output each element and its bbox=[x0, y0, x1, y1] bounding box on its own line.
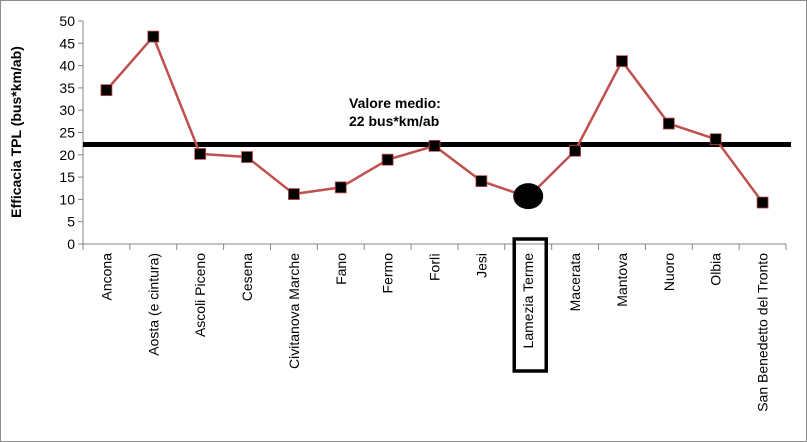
data-point bbox=[428, 139, 441, 152]
x-tick-label: Fano bbox=[333, 253, 349, 285]
y-tick-label: 20 bbox=[59, 147, 75, 163]
x-tick-label: Olbia bbox=[708, 253, 724, 286]
y-tick-label: 35 bbox=[59, 80, 75, 96]
mean-line-group: Valore medio: 22 bus*km/ab bbox=[83, 95, 791, 148]
highlight-group bbox=[512, 237, 548, 373]
y-tick-label: 0 bbox=[67, 236, 75, 252]
data-point bbox=[709, 133, 722, 146]
x-axis: Ancona Aosta (e cintura) Ascoli Piceno Cese… bbox=[82, 243, 787, 412]
data-point bbox=[100, 84, 113, 97]
x-tick-label: Lamezia Terme bbox=[520, 253, 536, 349]
y-tick-label: 25 bbox=[59, 125, 75, 141]
markers-group bbox=[100, 30, 769, 210]
y-tick-label: 45 bbox=[59, 35, 75, 51]
x-tick-label: Ancona bbox=[98, 253, 114, 301]
y-tick-label: 50 bbox=[59, 13, 75, 29]
y-axis-label: Efficacia TPL (bus*km/ab) bbox=[8, 46, 24, 218]
data-point bbox=[287, 188, 300, 200]
data-point bbox=[475, 175, 488, 188]
x-tick-label: San Benedetto del Tronto bbox=[755, 253, 771, 412]
y-tick-label: 15 bbox=[59, 169, 75, 185]
data-point bbox=[194, 148, 207, 160]
data-point bbox=[334, 181, 347, 194]
data-point bbox=[662, 117, 675, 130]
data-point bbox=[569, 144, 581, 157]
data-point bbox=[147, 30, 160, 43]
y-tick-label: 30 bbox=[59, 102, 75, 118]
x-tick-label: Jesi bbox=[473, 253, 489, 278]
highlight-label-box bbox=[512, 237, 548, 373]
mean-label-line2: 22 bus*km/ab bbox=[349, 113, 439, 129]
data-point bbox=[756, 196, 769, 209]
y-tick-label: 5 bbox=[67, 214, 75, 230]
data-point bbox=[241, 151, 253, 163]
y-tick-label: 40 bbox=[59, 58, 75, 74]
x-tick-label: Macerata bbox=[567, 253, 583, 312]
y-tick-label: 10 bbox=[59, 191, 75, 207]
y-axis: 0 5 10 15 20 25 30 35 40 45 50 bbox=[59, 13, 84, 252]
data-point-highlight bbox=[513, 183, 544, 210]
mean-label-line1: Valore medio: bbox=[349, 95, 441, 111]
data-point bbox=[616, 55, 628, 68]
x-tick-label: Civitanova Marche bbox=[286, 253, 302, 369]
x-tick-label: Cesena bbox=[239, 253, 255, 301]
x-tick-label: Nuoro bbox=[661, 253, 677, 291]
x-tick-label: Forlì bbox=[427, 253, 443, 281]
x-tick-label: Aosta (e cintura) bbox=[145, 253, 161, 356]
x-tick-label: Mantova bbox=[614, 253, 630, 307]
x-tick-label: Fermo bbox=[380, 253, 396, 294]
data-point bbox=[381, 153, 394, 166]
x-tick-label: Ascoli Piceno bbox=[192, 253, 208, 337]
